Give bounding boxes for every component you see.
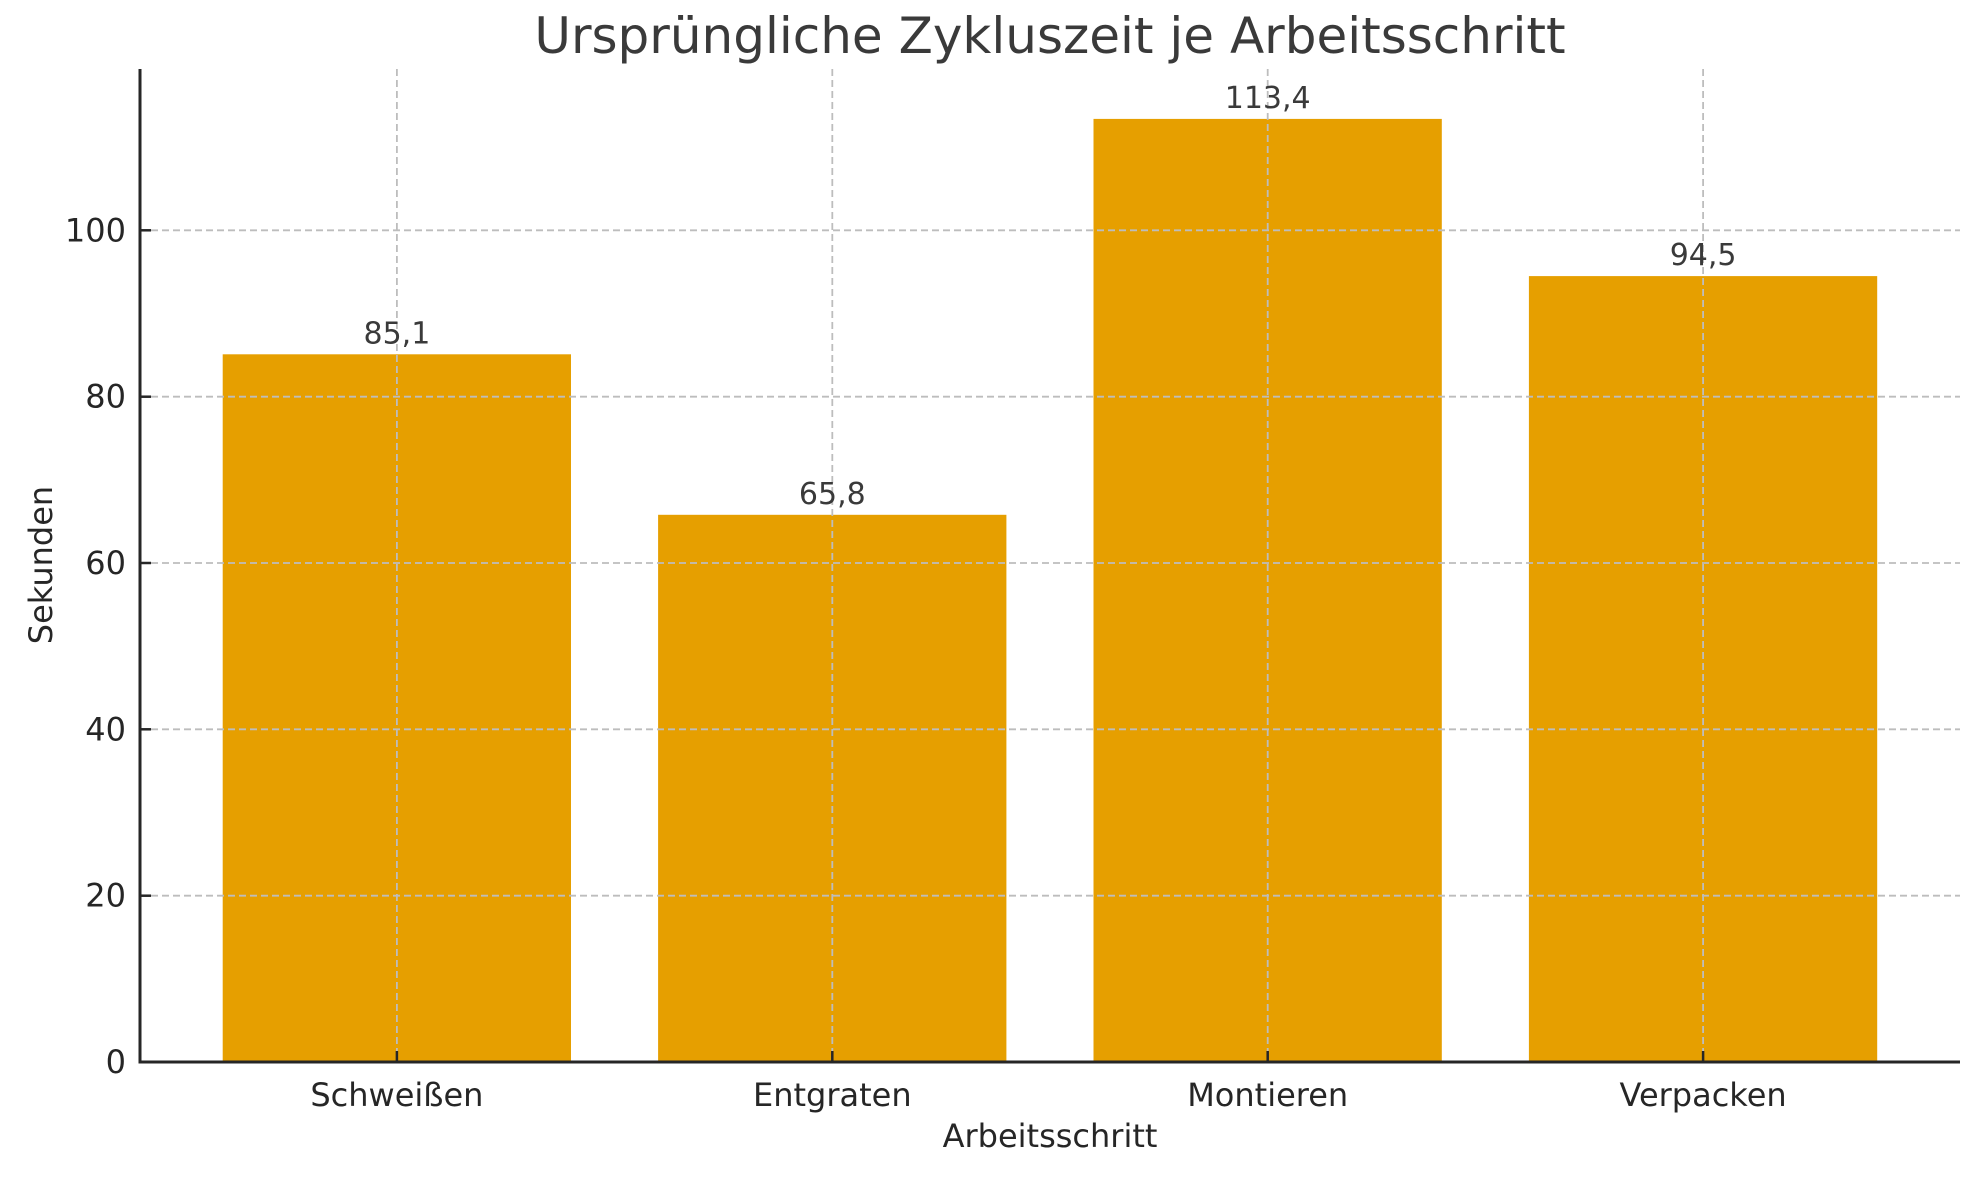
- y-tick-label: 80: [85, 378, 126, 416]
- bar-value-label: 65,8: [799, 477, 866, 512]
- y-tick-label: 60: [85, 544, 126, 582]
- x-tick-label: Schweißen: [310, 1076, 483, 1114]
- y-tick-label: 20: [85, 877, 126, 915]
- bar-value-label: 85,1: [364, 316, 431, 351]
- x-tick-label: Montieren: [1187, 1076, 1348, 1114]
- y-tick-label: 0: [106, 1043, 126, 1081]
- bar-value-label: 113,4: [1225, 81, 1311, 116]
- y-tick-label: 100: [65, 211, 126, 249]
- chart-title: Ursprüngliche Zykluszeit je Arbeitsschri…: [534, 7, 1566, 65]
- x-axis-label: Arbeitsschritt: [942, 1117, 1158, 1155]
- y-tick-label: 40: [85, 710, 126, 748]
- x-tick-label: Entgraten: [753, 1076, 912, 1114]
- bar-value-label: 94,5: [1670, 238, 1737, 273]
- x-tick-label: Verpacken: [1620, 1076, 1787, 1114]
